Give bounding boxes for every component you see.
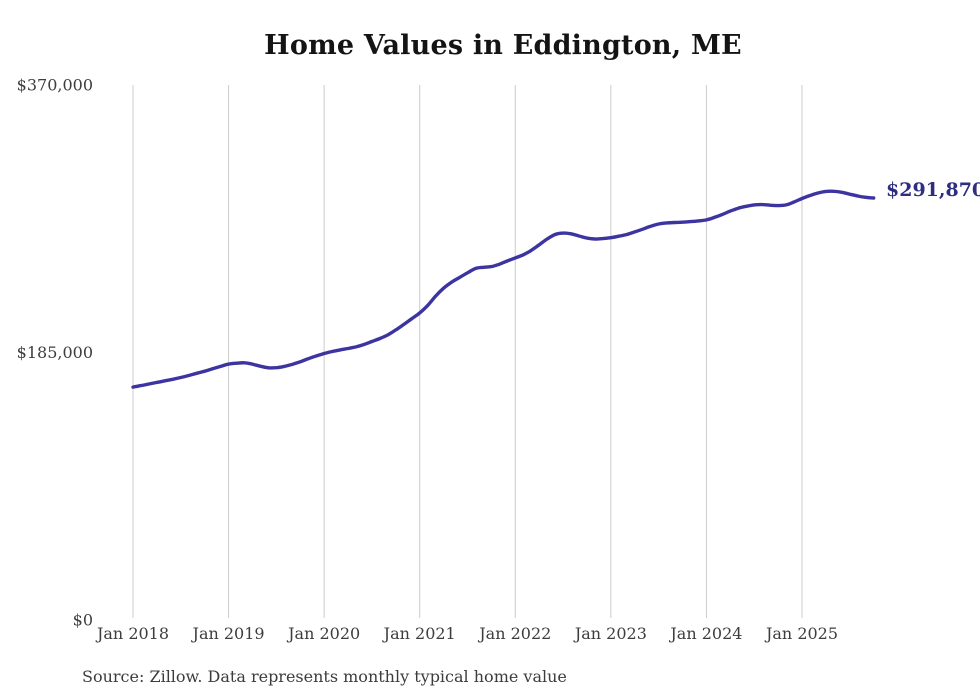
x-tick-label: Jan 2018 [95, 624, 169, 643]
x-tick-label: Jan 2020 [286, 624, 360, 643]
x-tick-label: Jan 2019 [191, 624, 265, 643]
y-tick-label: $185,000 [17, 343, 93, 362]
source-note: Source: Zillow. Data represents monthly … [82, 667, 567, 686]
x-tick-label: Jan 2021 [382, 624, 456, 643]
home-value-line [131, 189, 876, 389]
y-tick-label: $370,000 [17, 76, 93, 95]
latest-value-label: $291,870 [886, 179, 980, 201]
x-tick-label: Jan 2025 [764, 624, 838, 643]
chart-title: Home Values in Eddington, ME [264, 30, 742, 61]
y-tick-label: $0 [73, 611, 93, 630]
x-tick-label: Jan 2024 [668, 624, 742, 643]
x-tick-label: Jan 2023 [573, 624, 647, 643]
x-tick-label: Jan 2022 [477, 624, 551, 643]
